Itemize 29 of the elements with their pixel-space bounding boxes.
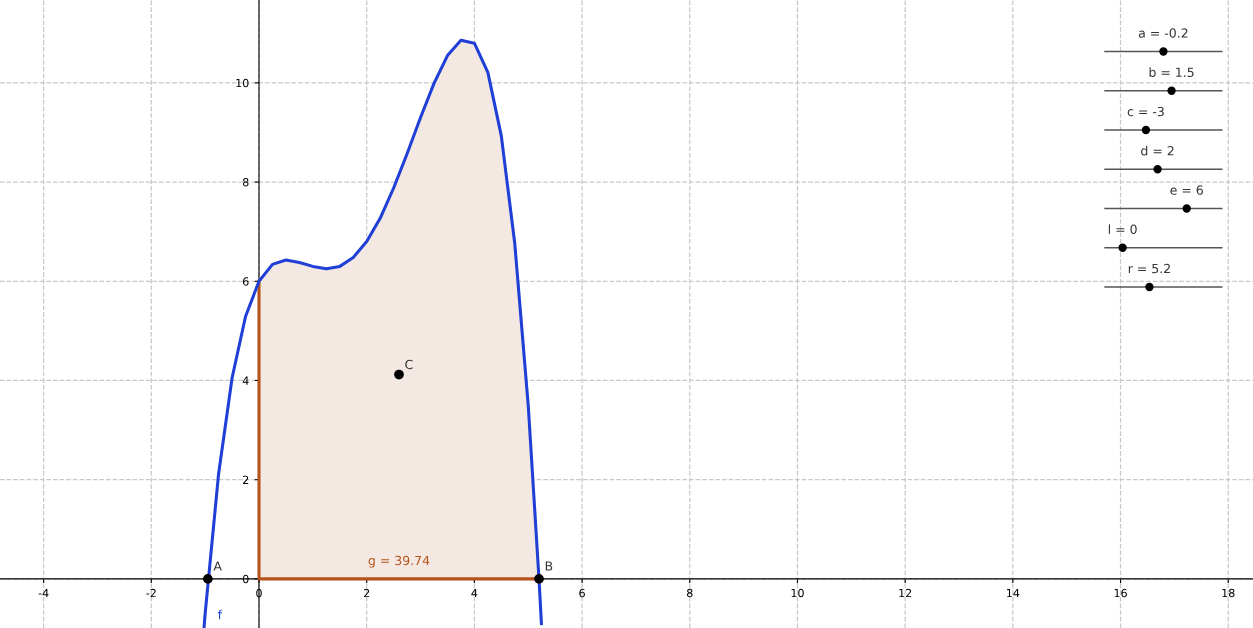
line-series	[202, 38, 543, 628]
annotation: a = -0.2	[1138, 28, 1188, 38]
x-tick-label: -2	[146, 588, 156, 598]
x-tick-label: -4	[38, 588, 49, 598]
x-tick-label: 10	[791, 588, 804, 598]
annotation: A	[213, 561, 222, 571]
x-tick-label: 4	[471, 588, 478, 598]
y-tick-label: 6	[242, 277, 249, 286]
x-tick-label: 6	[579, 588, 585, 598]
annotation: r = 5.2	[1128, 263, 1170, 274]
annotation: e = 6	[1170, 185, 1203, 195]
annotation: g = 39.74	[368, 555, 430, 568]
y-tick-label: 10	[236, 78, 249, 88]
x-tick-label: 14	[1007, 588, 1020, 598]
x-tick-label: 12	[899, 588, 912, 598]
annotation: b = 1.5	[1149, 67, 1194, 78]
x-tick-label: 16	[1114, 588, 1127, 598]
x-tick-label: 8	[686, 588, 693, 598]
annotation: C	[405, 359, 413, 370]
x-tick-label: 18	[1222, 588, 1235, 598]
annotation: c = -3	[1127, 106, 1164, 117]
y-tick-label: 4	[242, 376, 249, 385]
annotation: B	[545, 561, 553, 571]
y-tick-label: 8	[242, 178, 249, 187]
annotation: d = 2	[1141, 145, 1174, 156]
annotation: l = 0	[1108, 224, 1137, 235]
annotation: f	[217, 609, 223, 620]
y-tick-label: 2	[243, 475, 249, 484]
x-tick-label: 2	[363, 588, 370, 598]
